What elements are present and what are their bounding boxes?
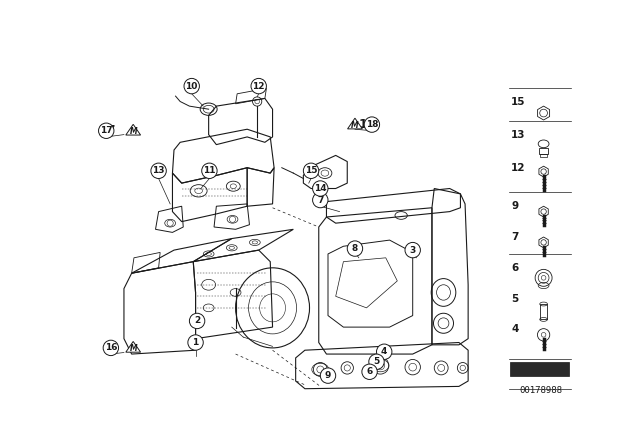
Bar: [540, 304, 547, 319]
Polygon shape: [348, 118, 362, 129]
Bar: [540, 154, 547, 157]
Text: 10: 10: [186, 82, 198, 90]
Circle shape: [376, 344, 392, 359]
Text: 13: 13: [511, 129, 526, 140]
Bar: [511, 362, 569, 375]
Circle shape: [251, 78, 266, 94]
Text: 8: 8: [352, 244, 358, 253]
Text: 15: 15: [511, 96, 526, 107]
Text: 7: 7: [317, 196, 323, 205]
Text: 6: 6: [511, 263, 518, 273]
Text: 18: 18: [365, 120, 378, 129]
Text: 5: 5: [373, 357, 380, 366]
Circle shape: [184, 78, 200, 94]
Text: 4: 4: [381, 347, 387, 356]
Circle shape: [362, 364, 378, 379]
Text: 2: 2: [194, 316, 200, 325]
Circle shape: [364, 117, 380, 132]
Text: 9: 9: [325, 371, 331, 380]
Text: 3: 3: [410, 246, 416, 254]
Text: 5: 5: [511, 293, 518, 304]
Circle shape: [303, 163, 319, 178]
Circle shape: [312, 192, 328, 208]
Circle shape: [312, 181, 328, 196]
Text: 7: 7: [511, 232, 518, 242]
Circle shape: [151, 163, 166, 178]
Text: 6: 6: [367, 367, 372, 376]
Circle shape: [188, 335, 204, 350]
Text: 18: 18: [359, 118, 376, 131]
Bar: [539, 148, 548, 154]
Text: 9: 9: [511, 201, 518, 211]
Circle shape: [189, 313, 205, 329]
Circle shape: [405, 242, 420, 258]
Text: M: M: [351, 121, 359, 130]
Text: 14: 14: [314, 184, 326, 193]
Text: 4: 4: [511, 324, 518, 334]
Circle shape: [202, 163, 217, 178]
Text: 17: 17: [99, 124, 116, 137]
Text: M: M: [129, 127, 137, 136]
Text: 1: 1: [193, 338, 198, 347]
Text: 12: 12: [252, 82, 265, 90]
Circle shape: [320, 368, 336, 383]
Text: 11: 11: [203, 166, 216, 175]
Text: 12: 12: [511, 163, 526, 173]
Text: 15: 15: [305, 166, 317, 175]
Polygon shape: [126, 125, 141, 135]
Text: 13: 13: [152, 166, 165, 175]
Polygon shape: [126, 341, 141, 352]
Circle shape: [348, 241, 363, 256]
Circle shape: [103, 340, 118, 356]
Circle shape: [99, 123, 114, 138]
Text: 17: 17: [100, 126, 113, 135]
Circle shape: [369, 354, 384, 370]
Text: M: M: [129, 345, 137, 353]
Text: 16: 16: [104, 344, 117, 353]
Text: 00178988: 00178988: [519, 386, 562, 395]
